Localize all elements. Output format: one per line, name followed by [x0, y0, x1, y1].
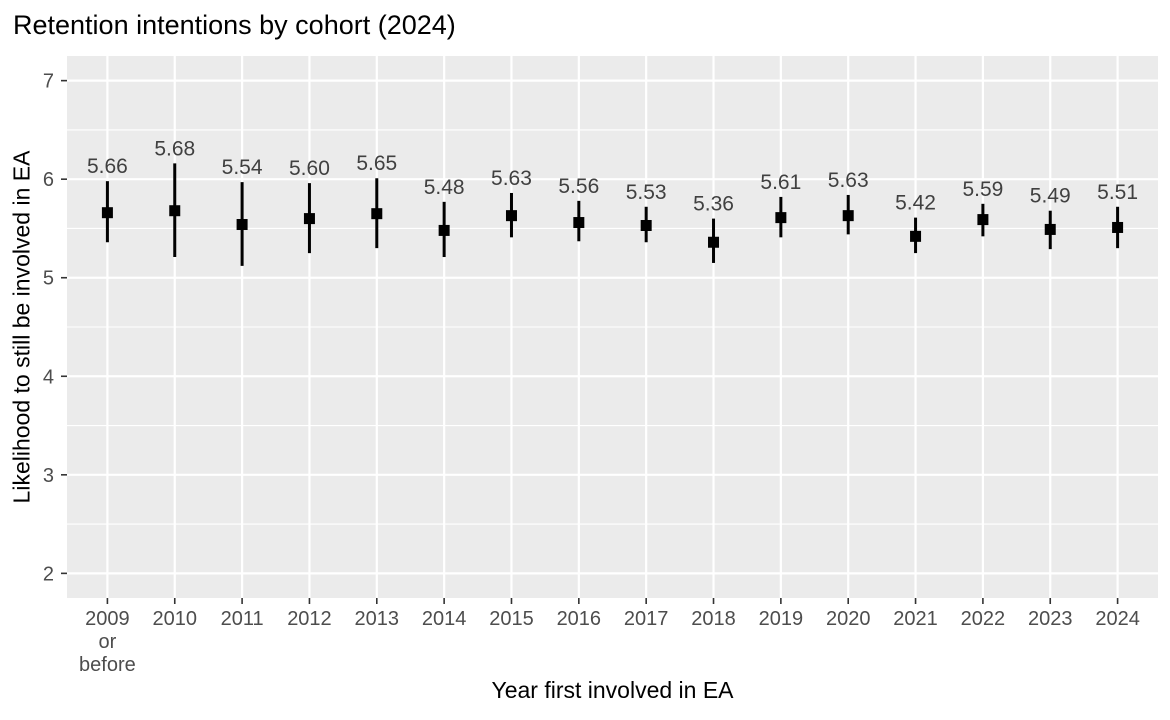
- value-label: 5.65: [356, 152, 397, 175]
- data-point: [1112, 221, 1124, 233]
- data-point: [573, 217, 585, 229]
- x-tick-label: 2012: [287, 608, 332, 630]
- value-label: 5.48: [424, 176, 465, 199]
- data-point: [910, 230, 922, 242]
- x-tick-label: 2013: [355, 608, 400, 630]
- value-label: 5.36: [693, 193, 734, 216]
- value-label: 5.66: [87, 155, 128, 178]
- y-axis-labels: 2 3 4 5 6 7: [43, 71, 54, 586]
- value-label: 5.61: [760, 171, 801, 194]
- data-point: [708, 236, 720, 248]
- x-axis-title: Year first involved in EA: [491, 677, 734, 703]
- data-point: [169, 205, 181, 217]
- data-point: [640, 219, 652, 231]
- data-point: [371, 208, 383, 220]
- x-tick-label: 2010: [153, 608, 198, 630]
- x-tick-label: 2018: [691, 608, 736, 630]
- x-tick-label: 2023: [1028, 608, 1073, 630]
- x-tick-label: 2019: [759, 608, 804, 630]
- value-label: 5.63: [491, 167, 532, 190]
- value-label: 5.59: [962, 178, 1003, 201]
- value-label: 5.53: [626, 181, 667, 204]
- x-tick-label: 2016: [557, 608, 602, 630]
- y-tick-label: 3: [43, 465, 54, 487]
- series-pointrange: 5.66 5.68 5.54 5.60 5.65 5.48 5.63 5.56 5.53 5.36…: [87, 137, 1138, 266]
- data-point: [438, 224, 450, 236]
- value-label: 5.54: [222, 156, 263, 179]
- x-tick-label: 2009 or before: [79, 608, 136, 676]
- y-tick-label: 7: [43, 71, 54, 93]
- value-label: 5.68: [154, 137, 195, 160]
- data-point: [775, 212, 787, 224]
- x-tick-label: 2014: [422, 608, 467, 630]
- y-tick-label: 6: [43, 169, 54, 191]
- y-tick-label: 4: [43, 366, 54, 388]
- x-tick-label: 2024: [1095, 608, 1140, 630]
- y-axis-title: Likelihood to still be involved in EA: [8, 150, 35, 504]
- x-tick-label: 2015: [489, 608, 534, 630]
- y-tick-label: 5: [43, 268, 54, 290]
- data-point: [977, 214, 989, 226]
- x-tick-label: 2011: [221, 608, 264, 630]
- chart-title: Retention intentions by cohort (2024): [13, 10, 456, 40]
- x-tick-label: 2022: [961, 608, 1006, 630]
- x-axis-labels: 2009 or before 2010 2011 2012 2013 2014 2015 2016…: [79, 608, 1140, 676]
- data-point: [842, 210, 854, 222]
- value-label: 5.51: [1097, 181, 1138, 204]
- value-label: 5.56: [558, 175, 599, 198]
- value-label: 5.49: [1030, 185, 1071, 208]
- data-point: [505, 210, 517, 222]
- x-tick-label: 2020: [826, 608, 871, 630]
- gridlines: [67, 56, 1158, 598]
- x-tick-label: 2017: [624, 608, 669, 630]
- y-tick-label: 2: [43, 563, 54, 585]
- x-tick-label: 2021: [893, 608, 938, 630]
- data-point: [101, 207, 113, 219]
- value-label: 5.63: [828, 169, 869, 192]
- data-point: [236, 219, 248, 231]
- value-label: 5.42: [895, 192, 936, 215]
- axis-ticks: [61, 79, 1119, 604]
- data-point: [303, 213, 315, 225]
- value-label: 5.60: [289, 157, 330, 180]
- data-point: [1044, 223, 1056, 235]
